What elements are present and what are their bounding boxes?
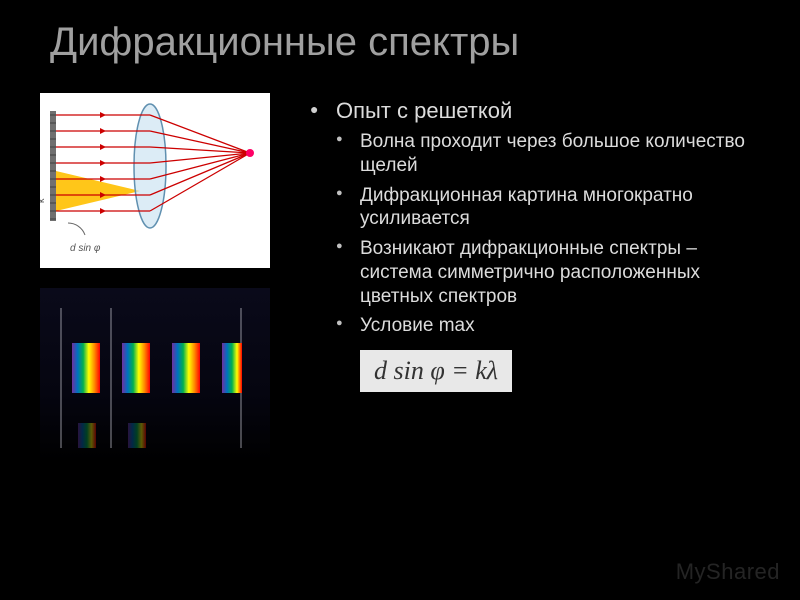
sub-bullet: Волна проходит через большое количество … (336, 130, 760, 178)
spectrum-reflection (128, 423, 146, 448)
content-row: k d sin φ Опыт с р (40, 93, 760, 463)
slide-title: Дифракционные спектры (50, 20, 760, 65)
sub-bullet: Возникают дифракционные спектры – систем… (336, 237, 760, 308)
slide-container: Дифракционные спектры (0, 0, 800, 600)
sub-list: Волна проходит через большое количество … (336, 130, 760, 338)
spectrum-strip (122, 343, 150, 393)
left-column: k d sin φ (40, 93, 280, 463)
svg-text:k: k (40, 198, 46, 203)
spectrum-reflection (78, 423, 96, 448)
sub-bullet: Дифракционная картина многократно усилив… (336, 184, 760, 232)
spectrum-strip (172, 343, 200, 393)
lens-diagram: k d sin φ (40, 93, 270, 268)
watermark: MyShared (676, 559, 780, 585)
spectrum-strip (222, 343, 242, 393)
svg-text:d sin φ: d sin φ (70, 243, 101, 254)
main-list: Опыт с решеткой Волна проходит через бол… (310, 98, 760, 338)
right-column: Опыт с решеткой Волна проходит через бол… (310, 93, 760, 463)
sub-bullet: Условие max (336, 314, 760, 338)
main-bullet: Опыт с решеткой Волна проходит через бол… (310, 98, 760, 338)
spectrum-strip (72, 343, 100, 393)
spectra-photo (40, 288, 270, 463)
formula: d sin φ = kλ (360, 350, 512, 392)
formula-text: d sin φ = kλ (374, 356, 498, 385)
main-bullet-text: Опыт с решеткой (336, 98, 512, 123)
